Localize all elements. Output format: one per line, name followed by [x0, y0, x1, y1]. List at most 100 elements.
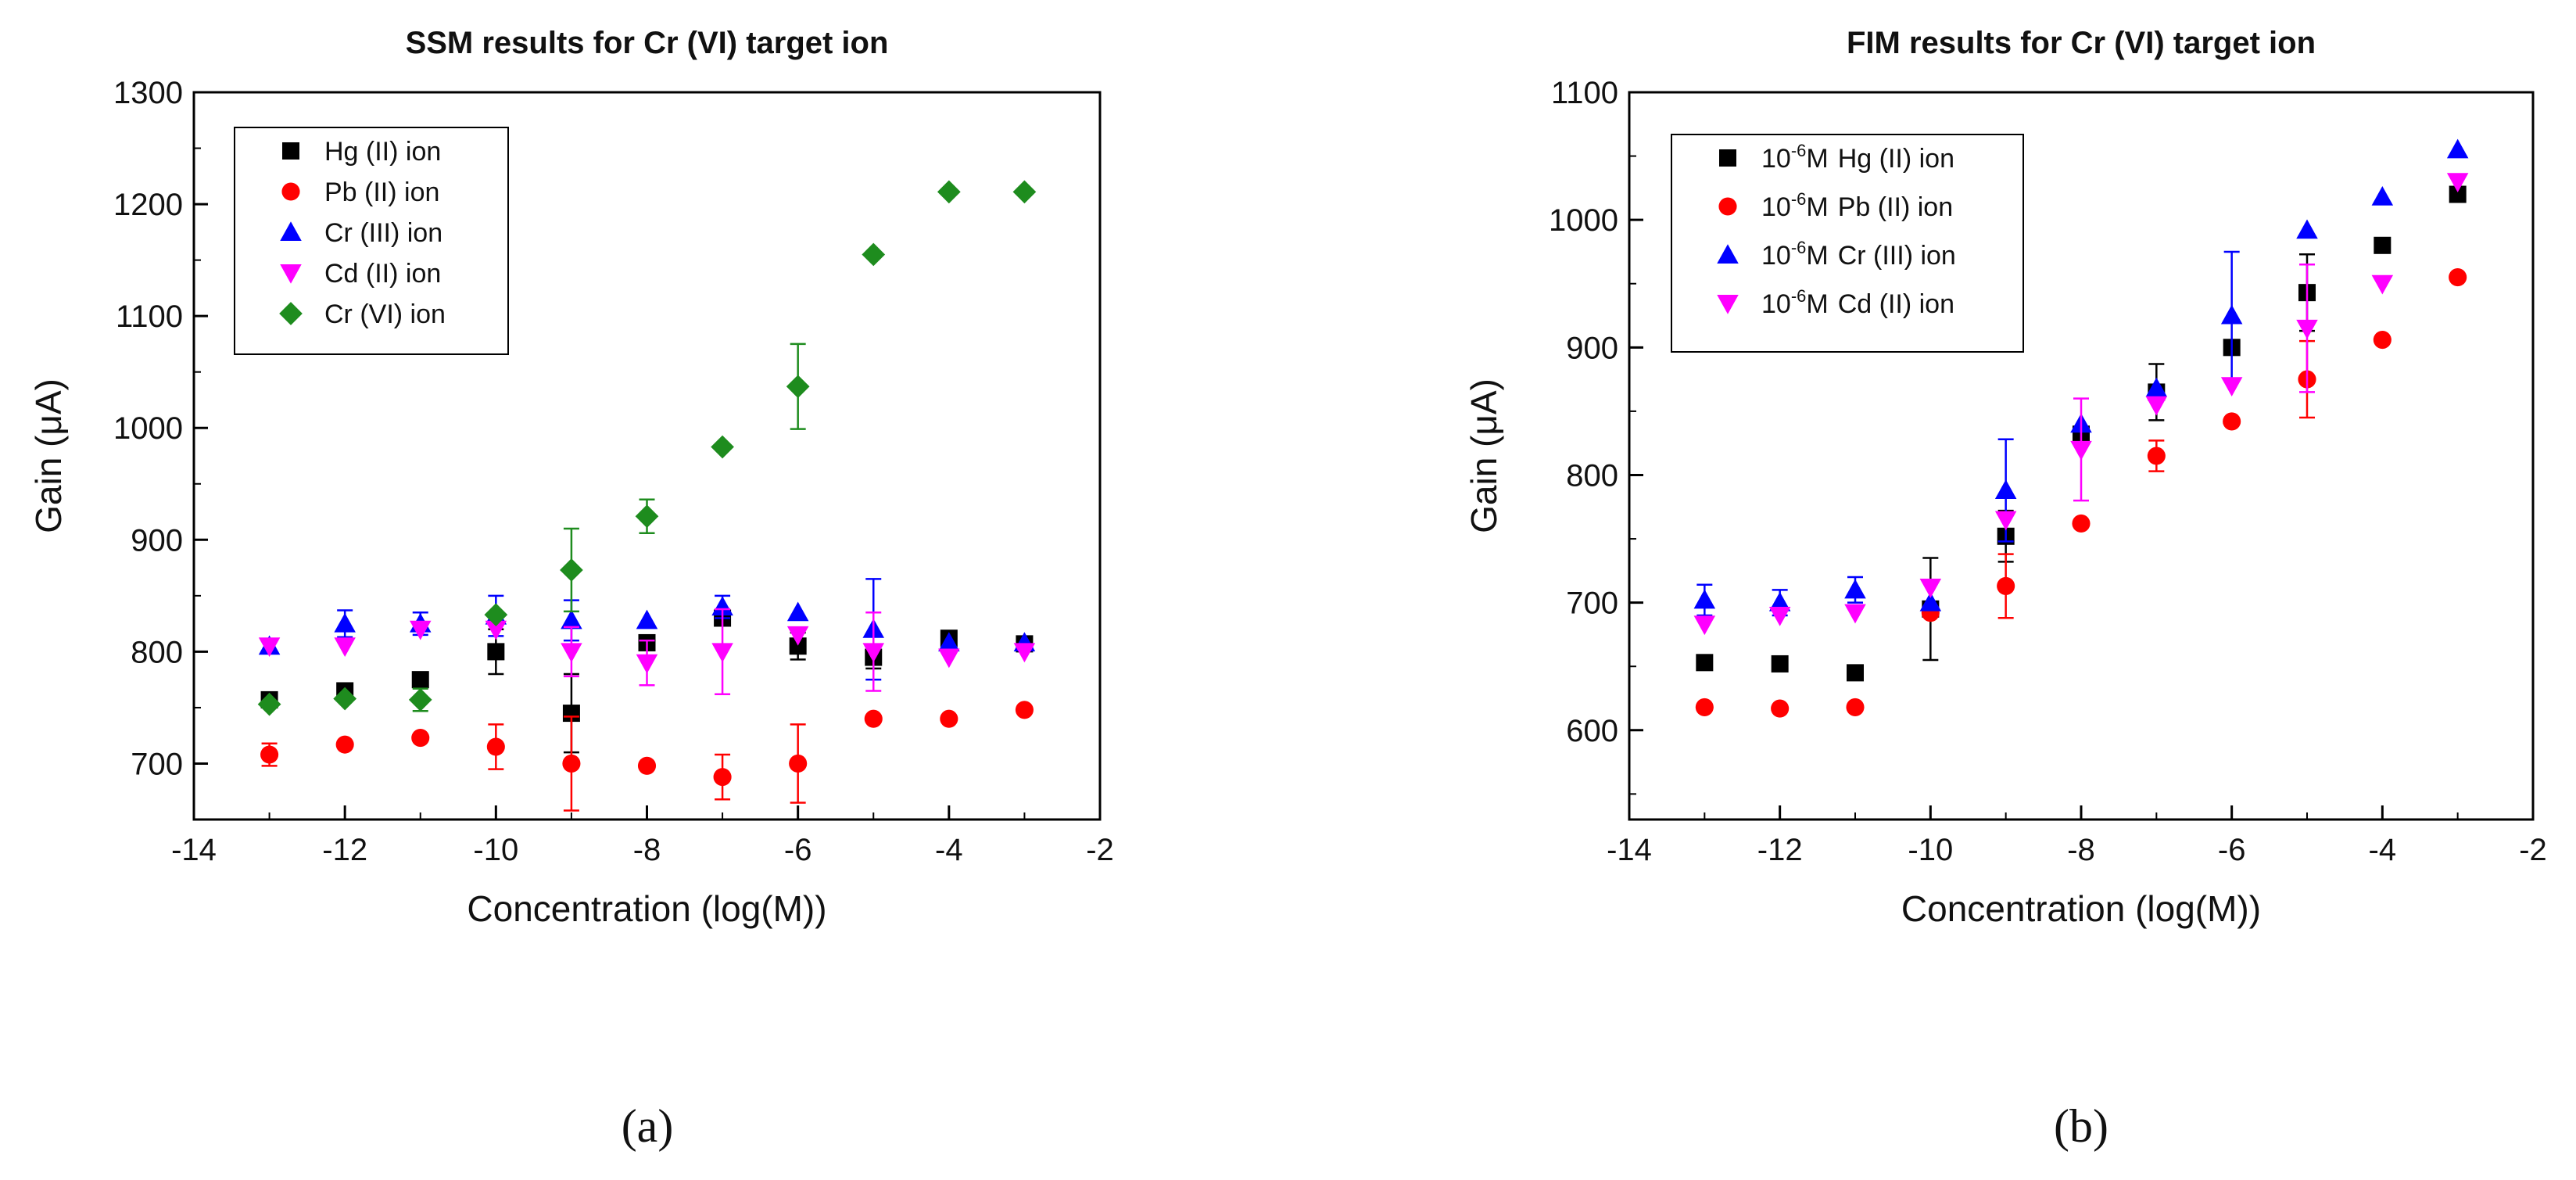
legend-entry: Hg (II) ion: [324, 137, 441, 167]
y-tick-label: 600: [1566, 714, 1618, 748]
data-point: [410, 620, 432, 640]
data-point: [2371, 274, 2394, 295]
data-point: [486, 737, 505, 756]
series-pb-ii-ion: [260, 701, 1034, 812]
series-cd-ii-ion: [1693, 173, 2469, 636]
y-tick-label: 700: [1566, 586, 1618, 621]
data-point: [334, 612, 356, 633]
x-tick-label: -6: [2218, 833, 2246, 867]
data-point: [485, 620, 507, 640]
data-point: [335, 735, 354, 754]
panel-label: (b): [2054, 1100, 2108, 1152]
x-axis-label: Concentration (log(M)): [1901, 888, 2261, 929]
legend-entry: Cr (III) ion: [324, 218, 442, 248]
data-point: [1994, 479, 2017, 500]
data-point: [938, 632, 960, 651]
data-point: [2145, 377, 2168, 397]
data-point: [334, 637, 356, 657]
data-point: [786, 601, 809, 622]
data-point: [711, 596, 733, 616]
legend-marker: [1719, 149, 1736, 167]
data-point: [1919, 591, 1942, 612]
data-point: [1997, 576, 2015, 595]
x-tick-label: -10: [1908, 833, 1953, 867]
x-tick-label: -6: [784, 833, 812, 867]
y-tick-label: 1300: [113, 76, 183, 110]
legend-entry: Cr (VI) ion: [324, 299, 446, 329]
data-point: [2446, 173, 2469, 192]
data-point: [1693, 589, 1716, 609]
y-tick-label: 1000: [113, 411, 183, 446]
panel-label: (a): [622, 1100, 674, 1152]
data-point: [484, 603, 508, 627]
data-point: [2446, 138, 2469, 159]
data-point: [2449, 268, 2467, 287]
x-tick-label: -14: [1607, 833, 1652, 867]
data-point: [1994, 511, 2017, 531]
data-point: [487, 643, 505, 661]
data-point: [1771, 655, 1789, 672]
data-point: [561, 643, 582, 663]
legend: 10-6M Hg (II) ion 10-6M Pb (II) ion 10-6M Cr …: [1671, 134, 2024, 353]
x-tick-label: -8: [633, 833, 661, 867]
data-point: [1919, 579, 1942, 598]
data-point: [2296, 319, 2318, 339]
data-point: [411, 671, 429, 689]
legend-marker: [1717, 295, 1739, 314]
data-point: [562, 754, 581, 773]
data-point: [2220, 304, 2243, 325]
legend-entry: 10-6M Cd (II) ion: [1761, 286, 1954, 319]
data-point: [862, 643, 884, 663]
chart-b: FIM results for Cr (VI) target ion -14 -12…: [1464, 26, 2547, 1152]
y-tick-label: 800: [131, 635, 183, 669]
data-point: [938, 648, 960, 669]
data-point: [260, 745, 279, 764]
data-point: [786, 375, 810, 399]
legend-marker: [282, 142, 299, 160]
y-tick-label: 1100: [1551, 76, 1618, 110]
data-point: [937, 180, 961, 204]
y-tick-label: 900: [131, 523, 183, 558]
data-point: [1846, 698, 1865, 716]
data-point: [1768, 606, 1791, 626]
data-point: [333, 687, 357, 711]
x-axis-label: Concentration (log(M)): [467, 888, 826, 929]
data-point: [2373, 330, 2391, 350]
legend-entry: 10-6M Cr (III) ion: [1761, 238, 1956, 271]
data-point: [411, 729, 430, 748]
legend-marker: [281, 182, 300, 201]
data-point: [786, 626, 809, 646]
x-tick-label: -2: [1086, 833, 1114, 867]
chart-title: SSM results for Cr (VI) target ion: [406, 26, 889, 60]
data-point: [789, 637, 807, 655]
legend-marker: [280, 221, 302, 241]
x-tick-label: -10: [473, 833, 518, 867]
x-tick-label: -14: [171, 833, 217, 867]
chart-a: SSM results for Cr (VI) target ion -14 -12…: [28, 26, 1114, 1152]
x-tick-label: -8: [2067, 833, 2095, 867]
y-axis-label: Gain (μA): [28, 378, 69, 533]
legend-marker: [279, 302, 303, 325]
legend: Hg (II) ion Pb (II) ion Cr (III) ion Cd (II…: [234, 127, 509, 355]
data-point: [1013, 643, 1036, 663]
data-point: [408, 688, 432, 712]
series-cd-ii-ion: [258, 608, 1036, 696]
data-point: [1012, 180, 1037, 204]
data-point: [2374, 236, 2391, 254]
y-tick-label: 1100: [116, 299, 183, 334]
y-axis-label: Gain (μA): [1464, 378, 1504, 533]
data-point: [637, 756, 657, 775]
x-tick-label: -2: [2519, 833, 2547, 867]
data-point: [2145, 396, 2168, 416]
data-point: [2371, 186, 2394, 206]
x-tick-label: -4: [935, 833, 963, 867]
x-tick-label: -12: [322, 833, 367, 867]
data-point: [636, 654, 658, 674]
data-point: [1695, 698, 1714, 716]
legend-marker: [1718, 197, 1737, 216]
data-point: [2296, 219, 2318, 239]
y-tick-label: 700: [131, 747, 183, 781]
chart-title: FIM results for Cr (VI) target ion: [1847, 26, 2316, 60]
data-point: [1844, 579, 1866, 599]
